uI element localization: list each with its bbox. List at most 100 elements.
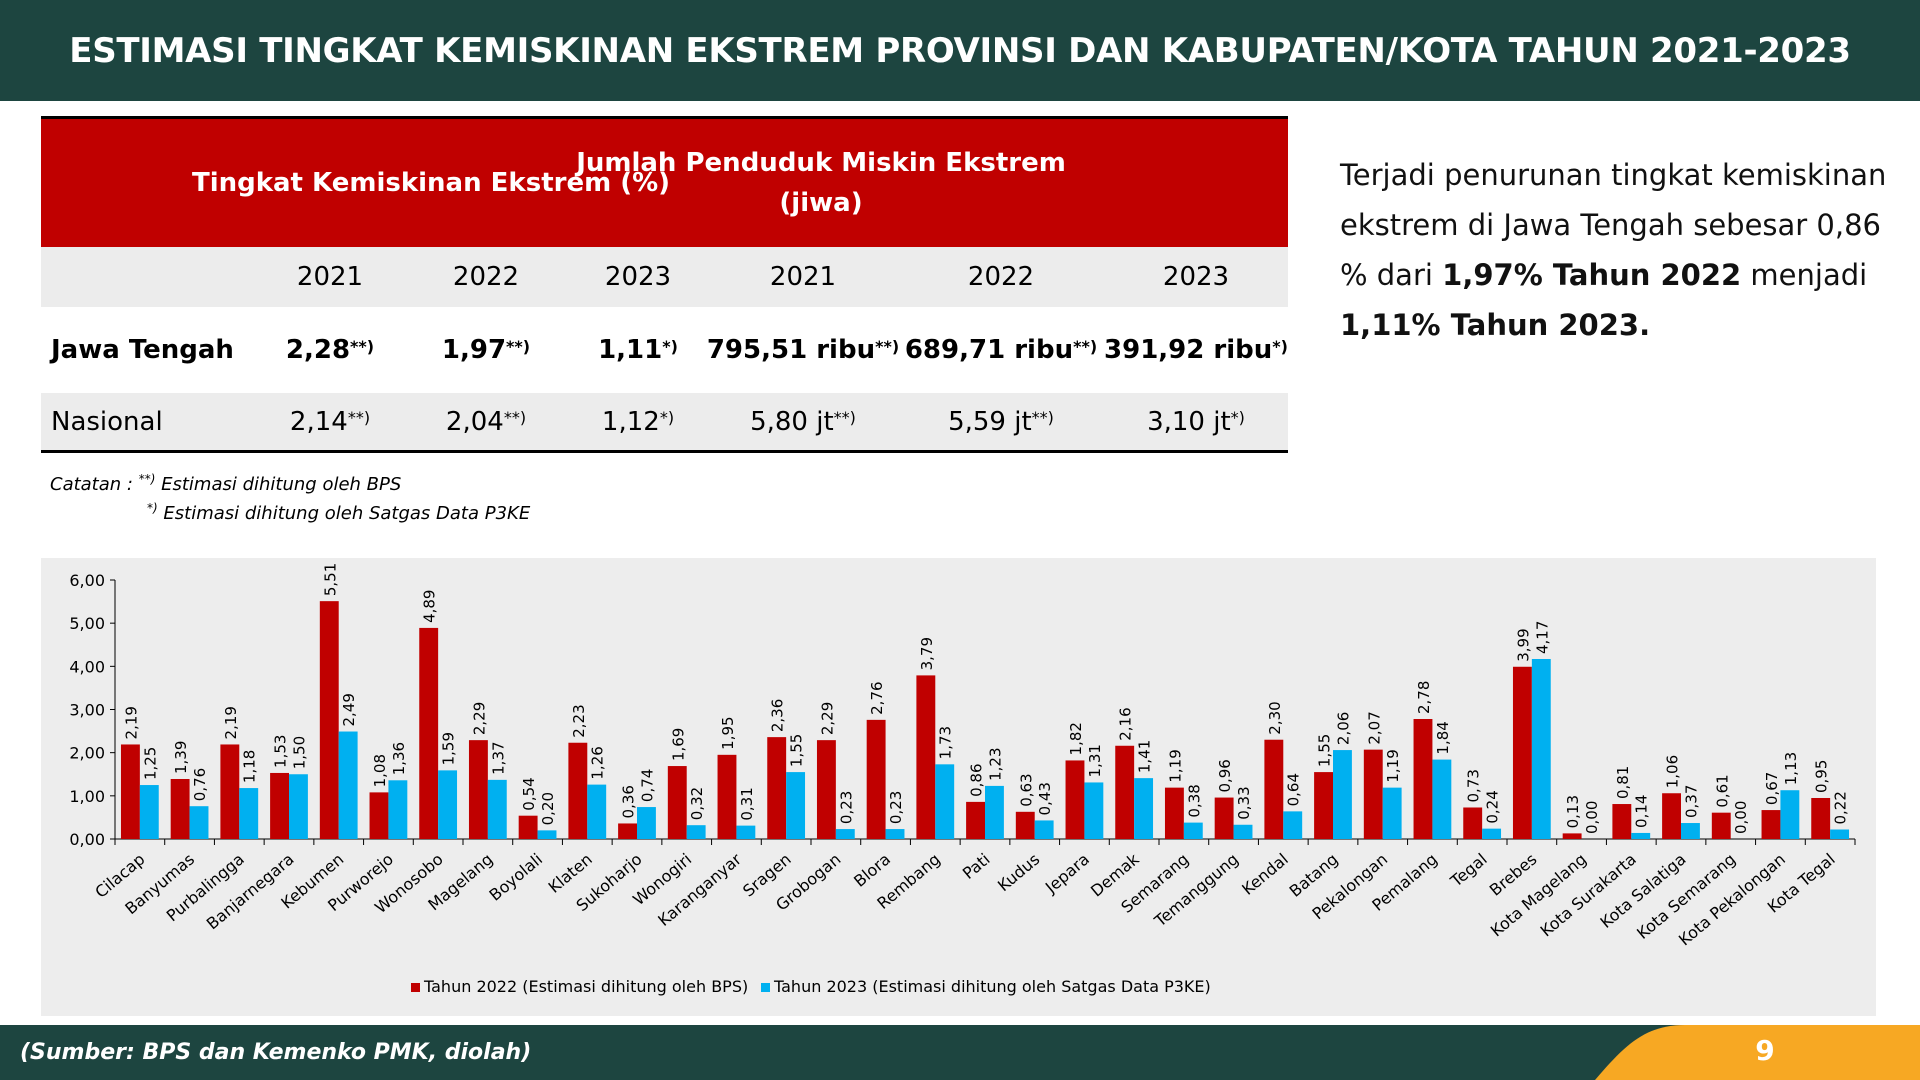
bar — [170, 778, 190, 839]
table-cell: 2,04 **) — [386, 393, 586, 450]
bar — [1761, 810, 1781, 839]
bar — [1463, 807, 1483, 839]
bar — [1612, 804, 1632, 839]
data-label: 2,23 — [570, 704, 588, 737]
data-label: 1,73 — [937, 726, 955, 759]
bar — [1264, 739, 1284, 839]
bar — [1780, 790, 1800, 839]
bar — [1034, 820, 1054, 839]
data-label: 1,50 — [290, 736, 308, 769]
bar — [966, 801, 985, 839]
bar — [935, 764, 955, 839]
data-label: 1,55 — [1316, 734, 1334, 767]
category-label: Kudus — [994, 850, 1043, 896]
cell-value: 391,92 ribu — [1104, 335, 1273, 365]
header-rate: Tingkat Kemiskinan Ekstrem (%) — [191, 168, 671, 198]
bar — [1413, 718, 1433, 839]
data-label: 1,18 — [241, 750, 259, 783]
data-label: 0,76 — [191, 768, 209, 801]
data-label: 3,99 — [1514, 628, 1532, 661]
data-label: 0,61 — [1713, 774, 1731, 807]
table-cell: 3,10 jt *) — [1096, 393, 1296, 450]
category-label: Pati — [959, 850, 994, 883]
header-population-line1: Jumlah Penduduk Miskin Ekstrem — [576, 148, 1066, 178]
note-prefix: Catatan : — [50, 474, 139, 495]
data-label: 1,84 — [1434, 721, 1452, 754]
data-label: 2,76 — [868, 681, 886, 714]
bar-chart: 0,001,002,003,004,005,006,002,191,25Cila… — [69, 563, 1856, 996]
data-label: 2,16 — [1117, 707, 1135, 740]
data-label: 1,39 — [172, 741, 190, 774]
summary-part: menjadi — [1741, 258, 1868, 292]
data-label: 1,08 — [371, 754, 389, 787]
cell-footnote-mark: **) — [875, 336, 900, 356]
table-cell: 5,59 jt **) — [901, 393, 1101, 450]
bar — [438, 770, 458, 839]
data-label: 1,95 — [719, 716, 737, 749]
bar — [1531, 658, 1551, 839]
cell-value: 2,04 — [445, 406, 504, 437]
bar — [319, 601, 339, 839]
year-header: 2022 — [967, 262, 1035, 292]
cell-value: 3,10 jt — [1147, 406, 1231, 437]
bar — [1233, 824, 1253, 839]
y-tick-label: 0,00 — [69, 830, 105, 849]
bar — [1631, 832, 1651, 839]
data-label: 0,81 — [1614, 766, 1632, 799]
bar — [618, 823, 637, 839]
row-label: Nasional — [51, 406, 163, 437]
y-tick-label: 1,00 — [69, 787, 105, 806]
category-label: Temanggung — [1150, 850, 1242, 932]
bar — [1482, 828, 1502, 839]
legend-label: Tahun 2023 (Estimasi dihitung oleh Satga… — [773, 977, 1211, 996]
table-cell: 1,12 *) — [538, 393, 738, 450]
y-tick-label: 6,00 — [69, 571, 105, 590]
bar — [1512, 666, 1532, 839]
data-label: 1,82 — [1067, 722, 1085, 755]
cell-value: 5,59 jt — [948, 406, 1032, 437]
bar — [717, 754, 737, 839]
summary-text: Terjadi penurunan tingkat kemiskinan eks… — [1340, 150, 1900, 350]
bar — [1333, 750, 1352, 839]
cell-value: 1,11 — [598, 335, 663, 365]
bar — [767, 737, 787, 839]
bar — [1711, 812, 1731, 839]
data-label: 0,23 — [887, 791, 905, 824]
bar — [518, 815, 538, 839]
data-label: 4,17 — [1533, 621, 1551, 654]
data-label: 0,64 — [1285, 773, 1303, 806]
bar — [816, 740, 836, 839]
bar — [1164, 787, 1184, 839]
table-cell: 1,11 *) — [538, 307, 738, 393]
bar — [369, 792, 389, 839]
y-tick-label: 5,00 — [69, 614, 105, 633]
data-label: 1,55 — [788, 734, 806, 767]
bar — [139, 785, 159, 839]
data-label: 0,32 — [688, 787, 706, 820]
data-label: 0,74 — [638, 769, 656, 802]
bar — [189, 806, 209, 839]
cell-footnote-mark: **) — [350, 336, 375, 356]
data-label: 0,54 — [520, 777, 538, 810]
data-label: 2,29 — [470, 702, 488, 735]
category-label: Jepara — [1041, 850, 1093, 898]
cell-value: 2,28 — [285, 335, 351, 365]
data-label: 1,37 — [489, 741, 507, 774]
data-label: 1,19 — [1166, 749, 1184, 782]
cell-footnote-mark: **) — [833, 408, 856, 427]
footer-accent — [1595, 1025, 1920, 1080]
bar — [338, 731, 358, 839]
bar — [487, 779, 507, 839]
data-label: 2,36 — [769, 699, 787, 732]
bar — [1830, 829, 1850, 839]
cell-footnote-mark: **) — [503, 408, 527, 427]
data-label: 2,30 — [1266, 701, 1284, 734]
data-label: 1,13 — [1782, 752, 1800, 785]
bar — [1382, 787, 1402, 839]
data-label: 0,63 — [1017, 773, 1035, 806]
table-row: Jawa Tengah 2,28 **) 1,97 **) 1,11 *) 795,51 ri… — [41, 307, 1288, 393]
data-label: 0,95 — [1813, 760, 1831, 793]
cell-footnote-mark: *) — [662, 336, 678, 356]
category-label: Kendal — [1238, 850, 1292, 899]
data-label: 1,25 — [141, 747, 159, 780]
